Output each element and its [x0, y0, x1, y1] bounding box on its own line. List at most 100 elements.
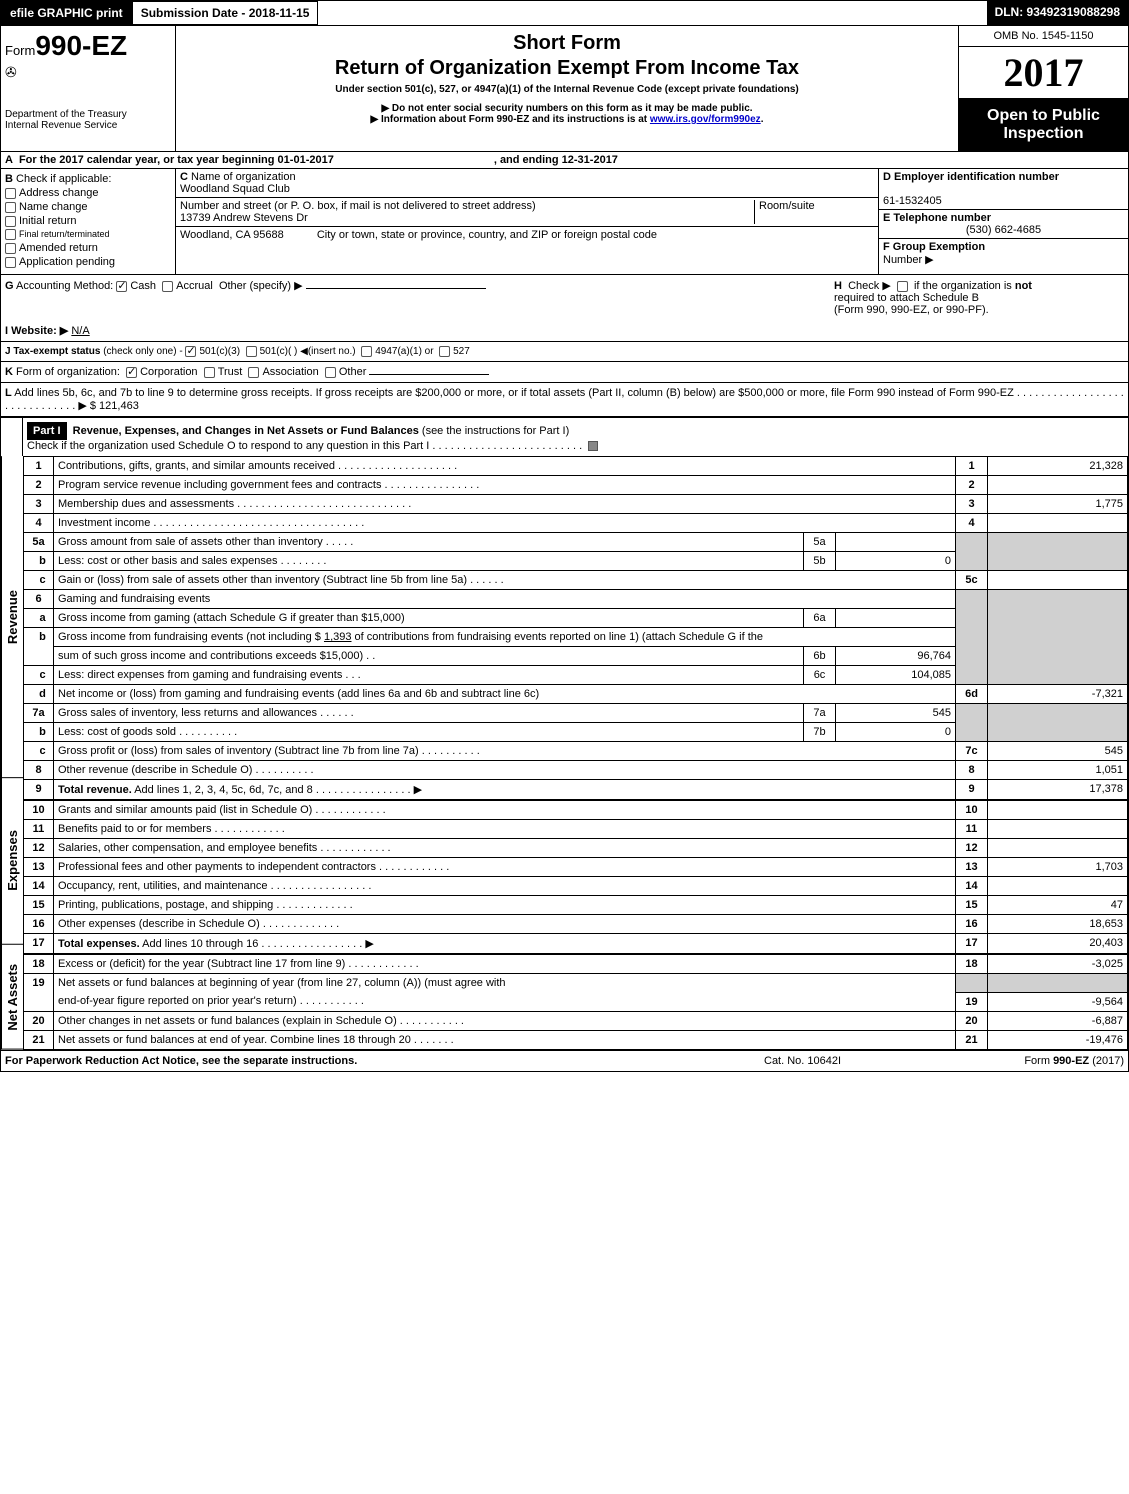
line-6-desc: Gaming and fundraising events: [54, 590, 956, 609]
line-20: 20Other changes in net assets or fund ba…: [24, 1011, 1128, 1030]
line-16: 16Other expenses (describe in Schedule O…: [24, 915, 1128, 934]
line-10-val: [988, 801, 1128, 820]
section-j: J Tax-exempt status (check only one) - 5…: [1, 341, 1128, 361]
group-exemption-number-label: Number ▶: [883, 254, 934, 266]
line-5a-desc: Gross amount from sale of assets other t…: [54, 533, 804, 552]
paperwork-notice: For Paperwork Reduction Act Notice, see …: [5, 1055, 764, 1067]
assoc-label: Association: [262, 366, 318, 378]
checkbox-icon[interactable]: [5, 243, 16, 254]
line-17-desc: Total expenses. Add lines 10 through 16 …: [54, 934, 956, 954]
line-17-val: 20,403: [988, 934, 1128, 954]
line-18-lbl: 18: [956, 955, 988, 974]
line-7c-val: 545: [988, 742, 1128, 761]
info-prefix: ▶ Information about Form 990-EZ and its …: [371, 114, 650, 125]
chk-label: Application pending: [19, 256, 115, 268]
line-20-desc: Other changes in net assets or fund bala…: [54, 1011, 956, 1030]
line-13-desc: Professional fees and other payments to …: [54, 858, 956, 877]
section-l: L Add lines 5b, 6c, and 7b to line 9 to …: [1, 382, 1128, 416]
chk-other-org[interactable]: [325, 367, 336, 378]
section-k: K Form of organization: Corporation Trus…: [1, 361, 1128, 382]
line-6d-lbl: 6d: [956, 685, 988, 704]
l-value: $ 121,463: [90, 400, 139, 412]
line-9: 9Total revenue. Add lines 1, 2, 3, 4, 5c…: [24, 780, 1128, 800]
chk-initial-return[interactable]: Initial return: [5, 215, 171, 227]
checkbox-icon[interactable]: [5, 229, 16, 240]
line-7b-inner-lbl: 7b: [804, 723, 836, 742]
side-labels: Revenue Expenses Net Assets: [1, 456, 23, 1050]
line-2-desc: Program service revenue including govern…: [54, 476, 956, 495]
checkbox-icon[interactable]: [5, 216, 16, 227]
line-1-lbl: 1: [956, 457, 988, 476]
checkbox-icon[interactable]: [5, 202, 16, 213]
chk-501c3[interactable]: [185, 346, 196, 357]
other-org-input[interactable]: [369, 374, 489, 375]
chk-application-pending[interactable]: Application pending: [5, 256, 171, 268]
line-3-val: 1,775: [988, 495, 1128, 514]
line-5c-desc: Gain or (loss) from sale of assets other…: [54, 571, 956, 590]
line-9-val: 17,378: [988, 780, 1128, 800]
chk-accrual[interactable]: [162, 281, 173, 292]
line-8: 8Other revenue (describe in Schedule O) …: [24, 761, 1128, 780]
line-6d: dNet income or (loss) from gaming and fu…: [24, 685, 1128, 704]
checkbox-icon[interactable]: [5, 188, 16, 199]
chk-name-change[interactable]: Name change: [5, 201, 171, 213]
label-i: I Website: ▶: [5, 325, 68, 337]
name-of-org-label: Name of organization: [191, 171, 296, 183]
irs-link[interactable]: www.irs.gov/form990ez: [650, 114, 761, 125]
chk-association[interactable]: [248, 367, 259, 378]
chk-501c[interactable]: [246, 346, 257, 357]
line-18: 18Excess or (deficit) for the year (Subt…: [24, 955, 1128, 974]
open-public-line1: Open to Public: [963, 107, 1124, 125]
line-19-val: -9,564: [988, 992, 1128, 1011]
section-g-h: G Accounting Method: Cash Accrual Other …: [1, 274, 1128, 341]
line-21-lbl: 21: [956, 1030, 988, 1049]
line-5a-inner-lbl: 5a: [804, 533, 836, 552]
line-1-val: 21,328: [988, 457, 1128, 476]
4947-label: 4947(a)(1) or: [375, 346, 433, 357]
other-specify-label: Other (specify) ▶: [219, 280, 303, 292]
part1-title: Revenue, Expenses, and Changes in Net As…: [73, 425, 419, 437]
chk-amended-return[interactable]: Amended return: [5, 242, 171, 254]
line-7a-inner-val: 545: [836, 704, 956, 723]
line-5c-lbl: 5c: [956, 571, 988, 590]
line-4-val: [988, 514, 1128, 533]
chk-final-return[interactable]: Final return/terminated: [5, 229, 171, 240]
chk-trust[interactable]: [204, 367, 215, 378]
header-left: Form990-EZ ✇ Department of the Treasury …: [1, 26, 176, 151]
checkbox-icon[interactable]: [5, 257, 16, 268]
label-j: J Tax-exempt status: [5, 346, 100, 357]
chk-schedule-b[interactable]: [897, 281, 908, 292]
cash-label: Cash: [130, 280, 156, 292]
footer-row: For Paperwork Reduction Act Notice, see …: [1, 1050, 1128, 1071]
website-value: N/A: [71, 325, 89, 337]
label-h: H: [834, 280, 842, 292]
line-6d-desc: Net income or (loss) from gaming and fun…: [54, 685, 956, 704]
label-l: L: [5, 387, 12, 399]
line-16-desc: Other expenses (describe in Schedule O) …: [54, 915, 956, 934]
chk-address-change[interactable]: Address change: [5, 187, 171, 199]
chk-527[interactable]: [439, 346, 450, 357]
line-12-lbl: 12: [956, 839, 988, 858]
chk-4947[interactable]: [361, 346, 372, 357]
chk-label: Final return/terminated: [19, 229, 110, 239]
line-6b-desc1-text: Gross income from fundraising events (no…: [58, 631, 324, 643]
other-specify-input[interactable]: [306, 288, 486, 289]
shade-7-val: [988, 704, 1128, 742]
revenue-table: 1Contributions, gifts, grants, and simil…: [23, 456, 1128, 800]
tables-col: 1Contributions, gifts, grants, and simil…: [23, 456, 1128, 1050]
chk-corporation[interactable]: [126, 367, 137, 378]
part1-title-suffix: (see the instructions for Part I): [419, 425, 569, 437]
shade-6-val: [988, 590, 1128, 685]
h-text4: (Form 990, 990-EZ, or 990-PF).: [834, 304, 989, 316]
line-6b-amount: 1,393: [324, 631, 352, 643]
city-label: City or town, state or province, country…: [317, 229, 657, 241]
return-title: Return of Organization Exempt From Incom…: [182, 57, 952, 80]
chk-schedule-o[interactable]: [588, 441, 598, 451]
header-center: Short Form Return of Organization Exempt…: [176, 26, 958, 151]
chk-cash[interactable]: [116, 281, 127, 292]
line-8-lbl: 8: [956, 761, 988, 780]
efile-print-button[interactable]: efile GRAPHIC print: [1, 1, 132, 25]
short-form-title: Short Form: [182, 32, 952, 55]
line-1: 1Contributions, gifts, grants, and simil…: [24, 457, 1128, 476]
shade-7: [956, 704, 988, 742]
